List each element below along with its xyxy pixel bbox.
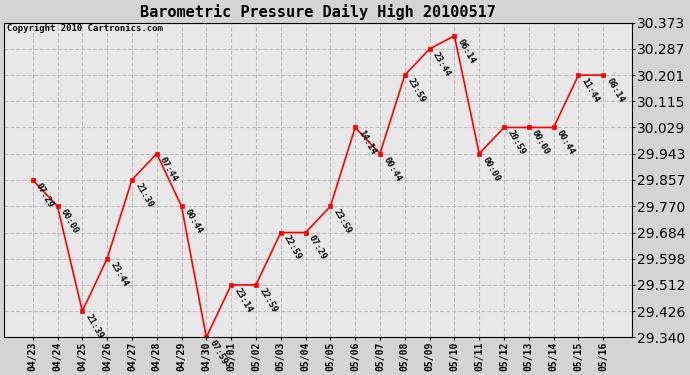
Text: 00:44: 00:44 [555, 129, 576, 157]
Title: Barometric Pressure Daily High 20100517: Barometric Pressure Daily High 20100517 [140, 4, 496, 20]
Text: 00:00: 00:00 [481, 155, 502, 183]
Text: 21:30: 21:30 [133, 181, 155, 209]
Text: 08:14: 08:14 [604, 76, 626, 104]
Text: 20:59: 20:59 [505, 129, 526, 157]
Text: 07:29: 07:29 [34, 181, 55, 209]
Text: 23:14: 23:14 [233, 286, 254, 314]
Text: 11:44: 11:44 [580, 76, 601, 104]
Text: Copyright 2010 Cartronics.com: Copyright 2010 Cartronics.com [8, 24, 163, 33]
Text: 22:59: 22:59 [282, 234, 304, 262]
Text: 00:00: 00:00 [530, 129, 551, 157]
Text: 14:14: 14:14 [357, 129, 378, 157]
Text: 23:59: 23:59 [406, 76, 427, 104]
Text: 21:39: 21:39 [83, 312, 105, 340]
Text: 00:44: 00:44 [382, 155, 402, 183]
Text: 22:59: 22:59 [257, 286, 279, 314]
Text: 23:59: 23:59 [332, 208, 353, 236]
Text: 06:14: 06:14 [456, 37, 477, 65]
Text: 00:44: 00:44 [183, 208, 204, 236]
Text: 23:44: 23:44 [431, 50, 452, 78]
Text: 07:59: 07:59 [208, 339, 229, 366]
Text: 07:44: 07:44 [158, 155, 179, 183]
Text: 00:00: 00:00 [59, 208, 80, 236]
Text: 23:44: 23:44 [108, 260, 130, 288]
Text: 07:29: 07:29 [307, 234, 328, 262]
